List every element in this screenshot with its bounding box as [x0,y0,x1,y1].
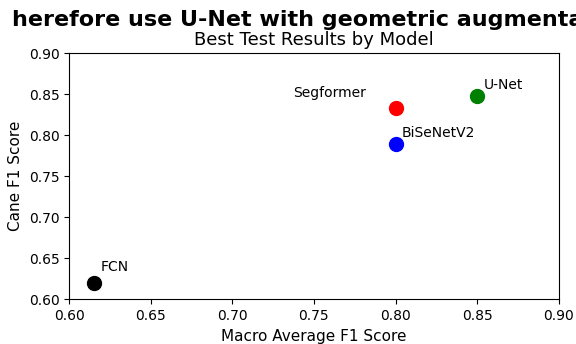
Title: Best Test Results by Model: Best Test Results by Model [194,31,434,49]
Text: herefore use U-Net with geometric augmentations.: herefore use U-Net with geometric augmen… [12,10,576,30]
X-axis label: Macro Average F1 Score: Macro Average F1 Score [221,329,407,344]
Text: Segformer: Segformer [293,86,366,100]
Point [391,141,400,146]
Point [472,93,482,99]
Point [391,106,400,111]
Text: FCN: FCN [100,260,128,275]
Text: BiSeNetV2: BiSeNetV2 [402,126,475,140]
Text: U-Net: U-Net [484,78,523,93]
Point [89,280,98,286]
Y-axis label: Cane F1 Score: Cane F1 Score [8,121,23,232]
